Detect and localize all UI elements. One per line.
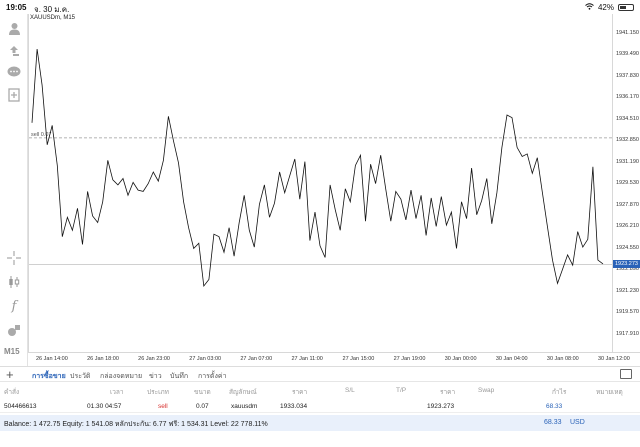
price-tick-label: 1924.550 — [616, 244, 639, 251]
price-tick-label: 1926.210 — [616, 223, 639, 230]
panel-toggle-icon[interactable] — [620, 369, 632, 379]
order-id: 504466613 — [4, 403, 37, 410]
tab-news[interactable]: ข่าว — [149, 373, 162, 380]
chart-area[interactable]: sell 0.07 — [28, 14, 613, 352]
sell-level-label: sell 0.07 — [31, 132, 52, 138]
price-tick-label: 1937.830 — [616, 72, 639, 79]
price-chart[interactable]: sell 0.07 — [29, 14, 613, 352]
price-tick-label: 1929.530 — [616, 180, 639, 187]
trade-icon[interactable] — [4, 40, 24, 60]
status-bar: 19:05 จ. 30 ม.ค. 42% — [0, 0, 640, 14]
tab-journal[interactable]: บันทึก — [170, 373, 189, 380]
time-tick-label: 30 Jan 08:00 — [546, 356, 579, 362]
order-size: 0.07 — [196, 403, 209, 410]
total-profit: 68.33 — [544, 419, 562, 426]
timeframe-label[interactable]: M15 — [4, 347, 20, 356]
balance-summary: Balance: 1 472.75 Equity: 1 541.08 หลักป… — [4, 421, 268, 428]
order-current-price: 1923.273 — [427, 403, 455, 410]
crosshair-icon[interactable] — [4, 248, 24, 268]
header-tp: T/P — [396, 387, 407, 394]
header-note: หมายเหตุ — [596, 389, 623, 396]
time-tick-label: 30 Jan 12:00 — [598, 356, 630, 362]
time-tick-label: 30 Jan 04:00 — [495, 356, 528, 362]
price-tick-label: 1934.510 — [616, 115, 639, 122]
tab-history[interactable]: ประวัติ — [70, 373, 91, 380]
battery-percent: 42% — [597, 3, 614, 12]
price-tick-label: 1917.910 — [616, 330, 639, 337]
battery-icon — [618, 4, 634, 11]
time-axis: 26 Jan 14:00 26 Jan 18:00 26 Jan 23:00 27 J… — [28, 352, 640, 364]
price-tick-label: 1936.170 — [616, 94, 639, 101]
header-type: ประเภท — [147, 389, 169, 396]
current-price-tag: 1923.273 — [613, 260, 640, 269]
order-type: sell — [158, 403, 168, 410]
header-swap: Swap — [478, 387, 495, 394]
time-tick-label: 26 Jan 23:00 — [138, 356, 170, 362]
time-tick-label: 30 Jan 00:00 — [444, 356, 477, 362]
orders-table-header: คำสั่ง เวลา ประเภท ขนาด สัญลักษณ์ ราคา S… — [0, 384, 640, 396]
price-axis: 1941.150 1939.490 1937.830 1936.170 1934.510… — [612, 14, 640, 352]
balance-bar: Balance: 1 472.75 Equity: 1 541.08 หลักป… — [0, 415, 640, 431]
header-current-price: ราคา — [440, 389, 456, 396]
account-icon[interactable] — [4, 18, 24, 38]
bottom-tabs: + การซื้อขาย ประวัติ กล่องจดหมาย ข่าว บั… — [0, 366, 640, 382]
add-icon[interactable]: + — [6, 367, 14, 382]
header-time: เวลา — [110, 389, 124, 396]
time-tick-label: 27 Jan 15:00 — [342, 356, 375, 362]
header-profit: กำไร — [552, 389, 567, 396]
tab-mailbox[interactable]: กล่องจดหมาย — [100, 373, 143, 380]
objects-icon[interactable] — [4, 320, 24, 340]
table-row[interactable]: 504466613 01.30 04:57 sell 0.07 xauusdm … — [0, 399, 640, 413]
time-tick-label: 26 Jan 18:00 — [87, 356, 119, 362]
wifi-icon — [585, 3, 594, 12]
tab-settings[interactable]: การตั้งค่า — [198, 373, 227, 380]
status-time: 19:05 — [6, 3, 27, 12]
header-symbol: สัญลักษณ์ — [229, 389, 257, 396]
time-tick-label: 27 Jan 07:00 — [240, 356, 273, 362]
price-tick-label: 1919.570 — [616, 309, 639, 316]
chart-symbol-title: XAUUSDm, M15 — [30, 15, 76, 21]
header-sl: S/L — [345, 387, 355, 394]
indicators-icon[interactable]: f — [11, 298, 17, 314]
price-tick-label: 1922.890 — [616, 266, 639, 273]
time-tick-label: 26 Jan 14:00 — [36, 356, 68, 362]
order-profit: 68.33 — [546, 403, 563, 410]
header-open-price: ราคา — [292, 389, 308, 396]
price-tick-label: 1931.190 — [616, 158, 639, 165]
header-order: คำสั่ง — [4, 389, 20, 396]
new-order-icon[interactable] — [4, 85, 24, 105]
profit-currency: USD — [570, 419, 585, 426]
time-tick-label: 27 Jan 19:00 — [393, 356, 426, 362]
order-time: 01.30 04:57 — [87, 403, 122, 410]
chat-icon[interactable] — [4, 62, 24, 82]
price-line — [31, 48, 604, 288]
price-tick-label: 1927.870 — [616, 201, 639, 208]
time-tick-label: 27 Jan 11:00 — [291, 356, 323, 362]
battery-fill — [620, 6, 626, 9]
status-date: จ. 30 ม.ค. — [34, 5, 70, 14]
price-tick-label: 1939.490 — [616, 51, 639, 58]
order-open-price: 1933.034 — [280, 403, 308, 410]
tab-trade[interactable]: การซื้อขาย — [32, 373, 66, 380]
price-tick-label: 1941.150 — [616, 29, 639, 36]
candles-icon[interactable] — [4, 272, 24, 292]
order-symbol: xauusdm — [231, 403, 258, 410]
time-tick-label: 27 Jan 03:00 — [189, 356, 222, 362]
header-size: ขนาด — [194, 389, 211, 396]
price-tick-label: 1921.230 — [616, 287, 639, 294]
price-tick-label: 1932.850 — [616, 137, 639, 144]
status-right: 42% — [585, 3, 634, 12]
left-toolbar: f M15 — [0, 14, 28, 366]
